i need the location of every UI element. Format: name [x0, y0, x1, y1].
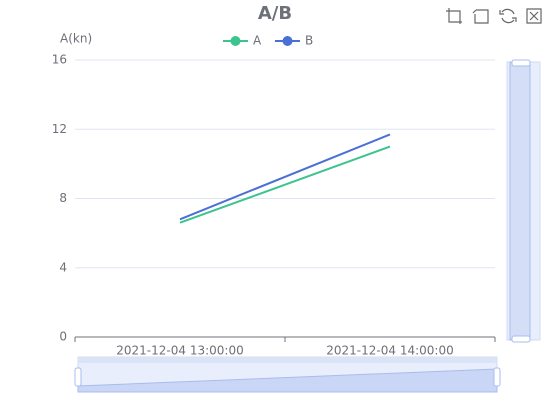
legend-label: A [253, 34, 262, 48]
right-zoom-slider[interactable] [506, 59, 541, 343]
chart-title: A/B [258, 3, 292, 24]
series-line [179, 145, 391, 224]
x-tick-label: 2021-12-04 14:00:00 [326, 344, 453, 358]
zoom-reset-icon[interactable] [472, 9, 489, 24]
legend-label: B [305, 34, 313, 48]
y-tick-label: 0 [59, 330, 67, 344]
restore-icon[interactable] [499, 8, 517, 24]
y-tick-label: 12 [52, 122, 67, 136]
legend-marker [230, 36, 241, 46]
x-tick-label: 2021-12-04 13:00:00 [116, 344, 243, 358]
zoom-icon[interactable] [446, 8, 462, 24]
bottom-zoom-slider[interactable] [74, 356, 501, 393]
y-axis-title: A(kn) [60, 32, 92, 46]
save-icon[interactable] [526, 8, 542, 24]
y-tick-label: 4 [59, 260, 67, 274]
y-tick-label: 8 [59, 191, 67, 205]
toolbox [446, 8, 542, 24]
y-tick-label: 16 [52, 53, 67, 67]
legend-marker [282, 36, 293, 46]
series-line [179, 133, 391, 221]
